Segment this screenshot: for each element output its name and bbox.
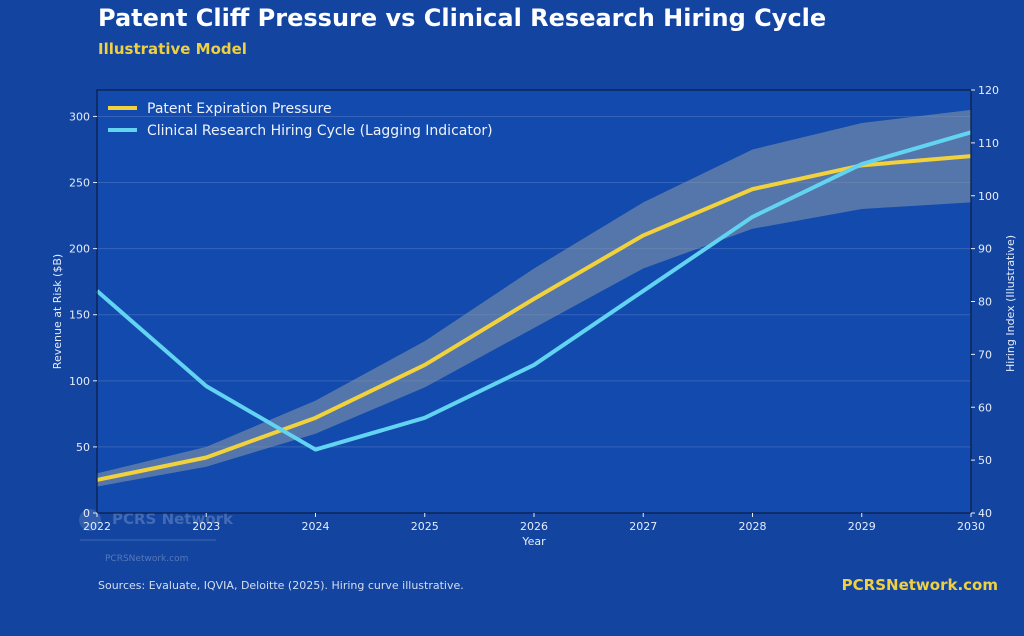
watermark-url: PCRSNetwork.com	[105, 554, 188, 564]
y-right-tick-label: 80	[978, 296, 992, 309]
x-tick-label: 2028	[739, 520, 767, 533]
y-axis-left-label: Revenue at Risk ($B)	[51, 254, 64, 369]
y-left-tick-label: 200	[69, 243, 90, 256]
y-left-tick-label: 0	[83, 507, 90, 520]
chart-subtitle: Illustrative Model	[98, 40, 247, 58]
x-tick-label: 2030	[957, 520, 985, 533]
watermark-logo-icon	[79, 509, 101, 531]
x-axis: 2022 2023 2024 2025 2026 2027 2028 2029 2030	[83, 513, 985, 533]
x-tick-label: 2024	[302, 520, 330, 533]
y-right-tick-label: 70	[978, 348, 992, 361]
y-right-tick-label: 90	[978, 243, 992, 256]
y-left-tick-label: 300	[69, 110, 90, 123]
series-lines	[95, 130, 972, 482]
y-axis-right: 40 50 60 70 80 90 100 110 120	[971, 84, 999, 520]
y-right-tick-label: 50	[978, 454, 992, 467]
legend-label: Clinical Research Hiring Cycle (Lagging …	[147, 123, 493, 139]
x-tick-label: 2026	[520, 520, 548, 533]
chart-title: Patent Cliff Pressure vs Clinical Resear…	[98, 4, 827, 32]
y-left-tick-label: 150	[69, 309, 90, 322]
y-axis-left: 0 50 100 150 200 250 300	[69, 110, 97, 520]
y-right-tick-label: 120	[978, 84, 999, 97]
y-left-tick-label: 250	[69, 177, 90, 190]
y-right-tick-label: 110	[978, 137, 999, 150]
x-axis-label: Year	[521, 535, 546, 548]
y-left-tick-label: 50	[76, 441, 90, 454]
x-tick-label: 2027	[629, 520, 657, 533]
legend: Patent Expiration Pressure Clinical Resea…	[108, 101, 493, 139]
watermark-name: PCRS Network	[112, 510, 234, 528]
legend-label: Patent Expiration Pressure	[147, 101, 332, 117]
y-left-tick-label: 100	[69, 375, 90, 388]
brand-link[interactable]: PCRSNetwork.com	[841, 576, 998, 594]
x-tick-label: 2022	[83, 520, 111, 533]
x-tick-label: 2029	[848, 520, 876, 533]
y-axis-right-label: Hiring Index (Illustrative)	[1004, 235, 1017, 372]
watermark: PCRS Network PCRSNetwork.com	[79, 509, 234, 564]
x-tick-label: 2023	[192, 520, 220, 533]
sources-note: Sources: Evaluate, IQVIA, Deloitte (2025…	[98, 579, 464, 592]
y-right-tick-label: 100	[978, 190, 999, 203]
x-tick-label: 2025	[411, 520, 439, 533]
y-right-tick-label: 60	[978, 401, 992, 414]
y-right-tick-label: 40	[978, 507, 992, 520]
